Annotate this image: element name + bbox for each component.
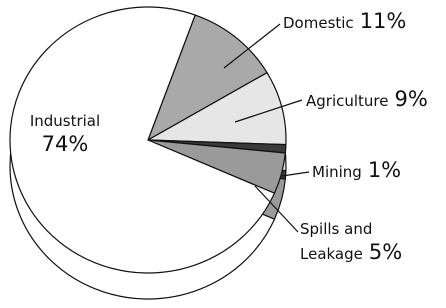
category-label: Agriculture: [306, 92, 389, 110]
value-label: 5%: [368, 240, 403, 264]
slice-label: Agriculture 9%: [306, 86, 446, 112]
category-label: Spills and Leakage: [300, 220, 373, 263]
slice: [146, 14, 268, 142]
slice-label: Spills and Leakage 5%: [300, 219, 418, 265]
slice-label: Domestic 11%: [283, 8, 443, 34]
value-label: 11%: [359, 9, 407, 33]
value-label: 9%: [394, 87, 428, 111]
category-label: Domestic: [283, 14, 354, 32]
leader-line: [281, 171, 310, 177]
leader-line: [254, 185, 299, 233]
value-label: 74%: [41, 131, 89, 156]
value-label: 1%: [367, 158, 402, 182]
leader-line: [234, 99, 303, 123]
slice-label: Mining 1%: [312, 157, 442, 183]
slice-label: Industrial 74%: [5, 112, 125, 157]
category-label: Mining: [312, 163, 362, 181]
leader-line: [223, 23, 281, 69]
slice: [9, 6, 276, 274]
category-label: Industrial: [29, 112, 101, 130]
